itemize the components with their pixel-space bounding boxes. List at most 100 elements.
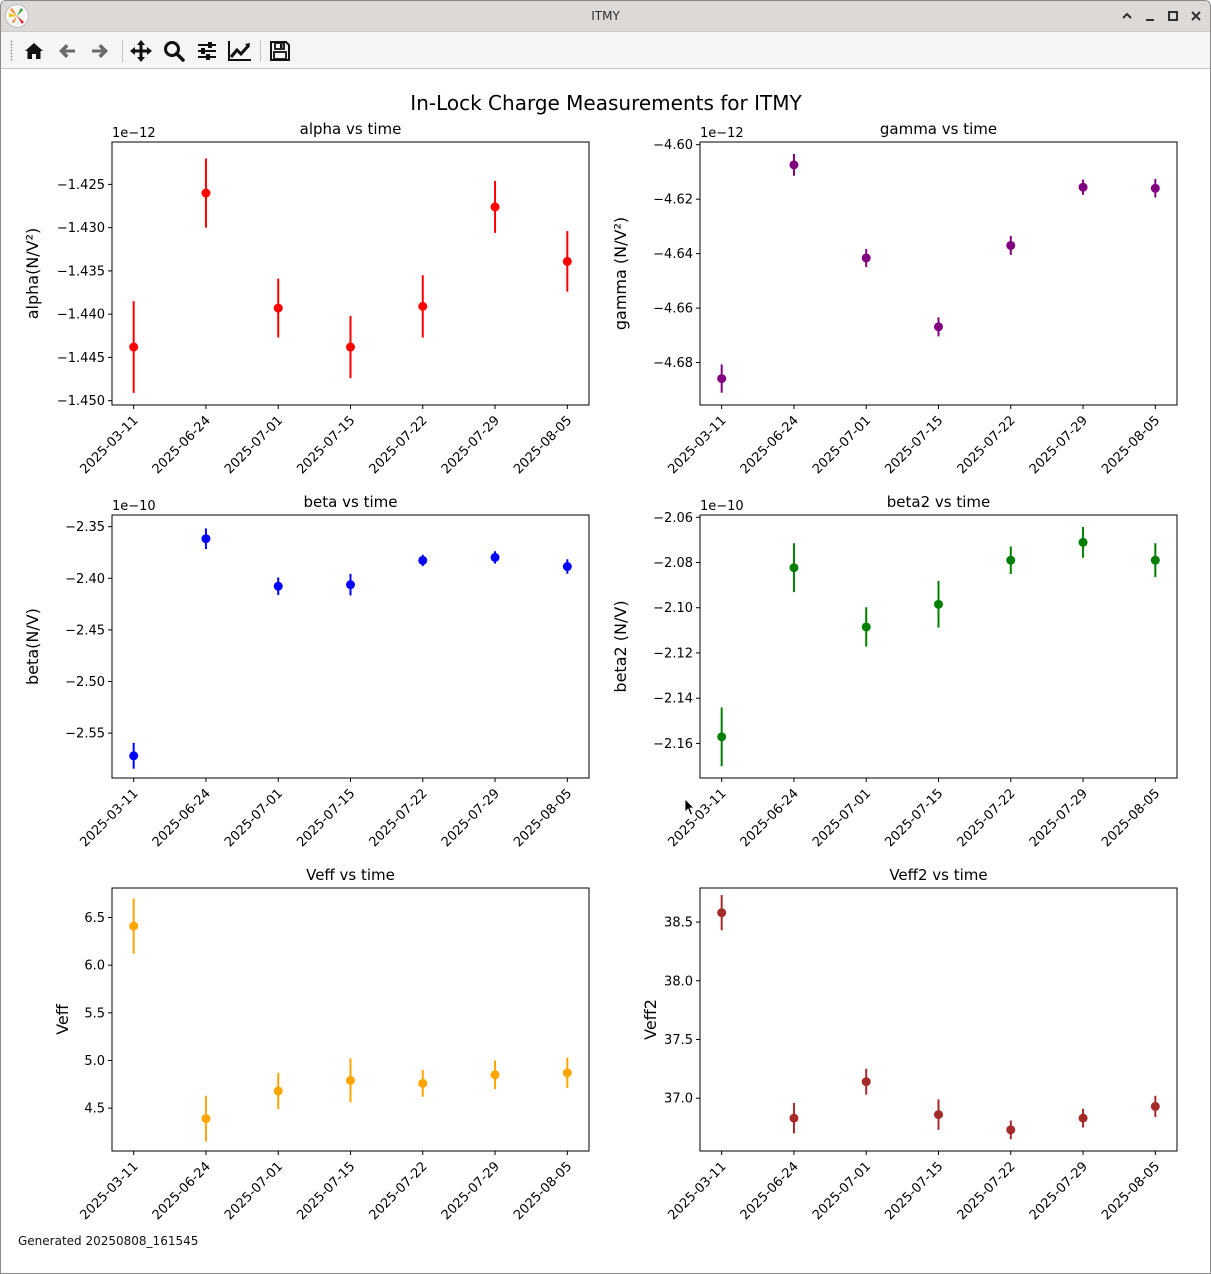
- toolbar-separator: [122, 40, 123, 62]
- data-point: [490, 202, 500, 212]
- data-point: [273, 1086, 283, 1096]
- x-tick-label: 2025-03-11: [665, 1159, 729, 1223]
- subplot-title: gamma vs time: [880, 120, 997, 138]
- y-axis-label: beta(N/V): [23, 608, 42, 685]
- subplot-gamma: gamma vs time 1e−12 −4.68 −4.66 −4.64 −4.62 −4…: [611, 120, 1178, 477]
- back-button[interactable]: [53, 37, 81, 65]
- y-tick-label: −4.62: [653, 193, 693, 208]
- data-point: [934, 322, 943, 332]
- zoom-button[interactable]: [160, 37, 188, 65]
- axis-offset-label: 1e−12: [700, 126, 744, 141]
- x-tick-label: 2025-06-24: [150, 1159, 214, 1223]
- maximize-icon: [1168, 11, 1178, 21]
- x-tick-label: 2025-07-01: [810, 413, 874, 477]
- data-point: [273, 581, 283, 591]
- data-point: [129, 751, 139, 761]
- x-tick-label: 2025-08-05: [1099, 413, 1163, 477]
- x-tick-label: 2025-07-01: [222, 1159, 286, 1223]
- x-tick-label: 2025-07-22: [955, 786, 1019, 850]
- navigation-toolbar: [1, 32, 1210, 69]
- x-tick-label: 2025-08-05: [1099, 1159, 1163, 1223]
- x-tick-label: 2025-06-24: [150, 413, 214, 477]
- y-tick-label: −2.35: [65, 520, 105, 535]
- axes-frame: [111, 141, 590, 406]
- data-point: [1078, 182, 1088, 192]
- data-point: [861, 622, 871, 632]
- minimize-icon: [1146, 19, 1154, 21]
- shade-button[interactable]: [1118, 7, 1136, 25]
- data-point: [346, 1075, 355, 1085]
- minimize-button[interactable]: [1141, 7, 1159, 25]
- subplot-veff: Veff vs time 4.5 5.0 5.5 6.0 6.5 Veff 2025-03-1…: [53, 866, 590, 1223]
- x-tick-label: 2025-07-29: [439, 786, 503, 850]
- y-axis-label: Veff2: [641, 999, 660, 1040]
- chevron-up-icon: [1122, 12, 1132, 19]
- x-tick-label: 2025-08-05: [1099, 786, 1163, 850]
- y-tick-label: −1.440: [57, 308, 105, 323]
- y-tick-label: 38.5: [664, 916, 693, 931]
- axes-frame: [111, 514, 590, 779]
- figure-svg: In-Lock Charge Measurements for ITMY alp…: [23, 91, 1178, 1223]
- x-tick-label: 2025-07-22: [955, 413, 1019, 477]
- subplot-beta: beta vs time 1e−10 −2.55 −2.50 −2.45 −2.40 −2.…: [23, 493, 590, 850]
- data-point: [129, 921, 139, 931]
- y-tick-label: 5.5: [84, 1006, 105, 1021]
- y-tick-label: −4.64: [653, 247, 693, 262]
- x-tick-label: 2025-07-22: [367, 786, 431, 850]
- data-point: [1006, 240, 1016, 250]
- figure-canvas[interactable]: In-Lock Charge Measurements for ITMY alp…: [1, 69, 1210, 1273]
- y-tick-label: 37.0: [664, 1092, 693, 1107]
- close-button[interactable]: [1187, 7, 1205, 25]
- data-point: [346, 580, 355, 590]
- y-tick-label: −2.55: [65, 727, 105, 742]
- subplot-title: beta2 vs time: [887, 493, 990, 511]
- y-tick-label: −1.445: [57, 351, 105, 366]
- x-tick-label: 2025-08-05: [511, 1159, 575, 1223]
- maximize-button[interactable]: [1164, 7, 1182, 25]
- pan-button[interactable]: [127, 37, 155, 65]
- y-tick-label: −1.430: [57, 221, 105, 236]
- y-tick-label: 4.5: [84, 1102, 105, 1117]
- save-button[interactable]: [266, 37, 294, 65]
- y-tick-label: −1.450: [57, 394, 105, 409]
- x-tick-label: 2025-03-11: [77, 786, 141, 850]
- data-point: [861, 1077, 871, 1087]
- subplot-title: alpha vs time: [300, 120, 402, 138]
- y-tick-label: −4.68: [653, 356, 693, 371]
- y-tick-label: 38.0: [664, 974, 693, 989]
- x-tick-label: 2025-08-05: [511, 786, 575, 850]
- subplots-button[interactable]: [193, 37, 221, 65]
- axes-frame: [111, 887, 590, 1152]
- axis-offset-label: 1e−10: [112, 499, 156, 514]
- y-tick-label: 6.5: [84, 911, 105, 926]
- x-tick-label: 2025-06-24: [738, 1159, 802, 1223]
- x-tick-label: 2025-03-11: [665, 413, 729, 477]
- edit-axes-button[interactable]: [226, 37, 254, 65]
- data-point: [934, 599, 943, 609]
- subplot-veff2: Veff2 vs time 37.0 37.5 38.0 38.5 Veff2 2025-0…: [641, 866, 1178, 1223]
- data-point: [418, 301, 428, 311]
- axis-offset-label: 1e−12: [112, 126, 156, 141]
- y-tick-label: −2.10: [653, 601, 693, 616]
- data-point: [1078, 537, 1088, 547]
- close-icon: [1191, 11, 1201, 21]
- toolbar-grip[interactable]: [10, 40, 13, 62]
- y-tick-label: −2.50: [65, 675, 105, 690]
- x-tick-label: 2025-07-15: [294, 786, 358, 850]
- home-button[interactable]: [20, 37, 48, 65]
- floppy-disk-icon: [270, 41, 290, 61]
- y-axis-label: gamma (N/V²): [611, 217, 630, 330]
- data-point: [201, 188, 211, 198]
- data-point: [201, 534, 211, 544]
- x-tick-label: 2025-08-05: [511, 413, 575, 477]
- data-point: [490, 1070, 500, 1080]
- forward-button[interactable]: [86, 37, 114, 65]
- data-point: [1006, 1125, 1016, 1135]
- data-point: [1078, 1113, 1088, 1123]
- subplot-title: beta vs time: [304, 493, 398, 511]
- title-bar[interactable]: ITMY: [1, 1, 1210, 32]
- data-point: [717, 732, 727, 742]
- x-tick-label: 2025-07-15: [882, 1159, 946, 1223]
- x-tick-label: 2025-07-29: [439, 1159, 503, 1223]
- data-point: [418, 1078, 428, 1088]
